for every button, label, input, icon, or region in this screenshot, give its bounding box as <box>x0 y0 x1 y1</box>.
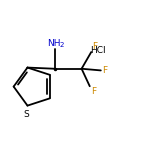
Text: F: F <box>92 42 97 51</box>
Text: 2: 2 <box>59 42 64 48</box>
Text: S: S <box>23 110 29 119</box>
Text: F: F <box>102 66 108 75</box>
Text: HCl: HCl <box>90 46 105 55</box>
Text: NH: NH <box>47 39 61 48</box>
Text: F: F <box>91 87 96 96</box>
